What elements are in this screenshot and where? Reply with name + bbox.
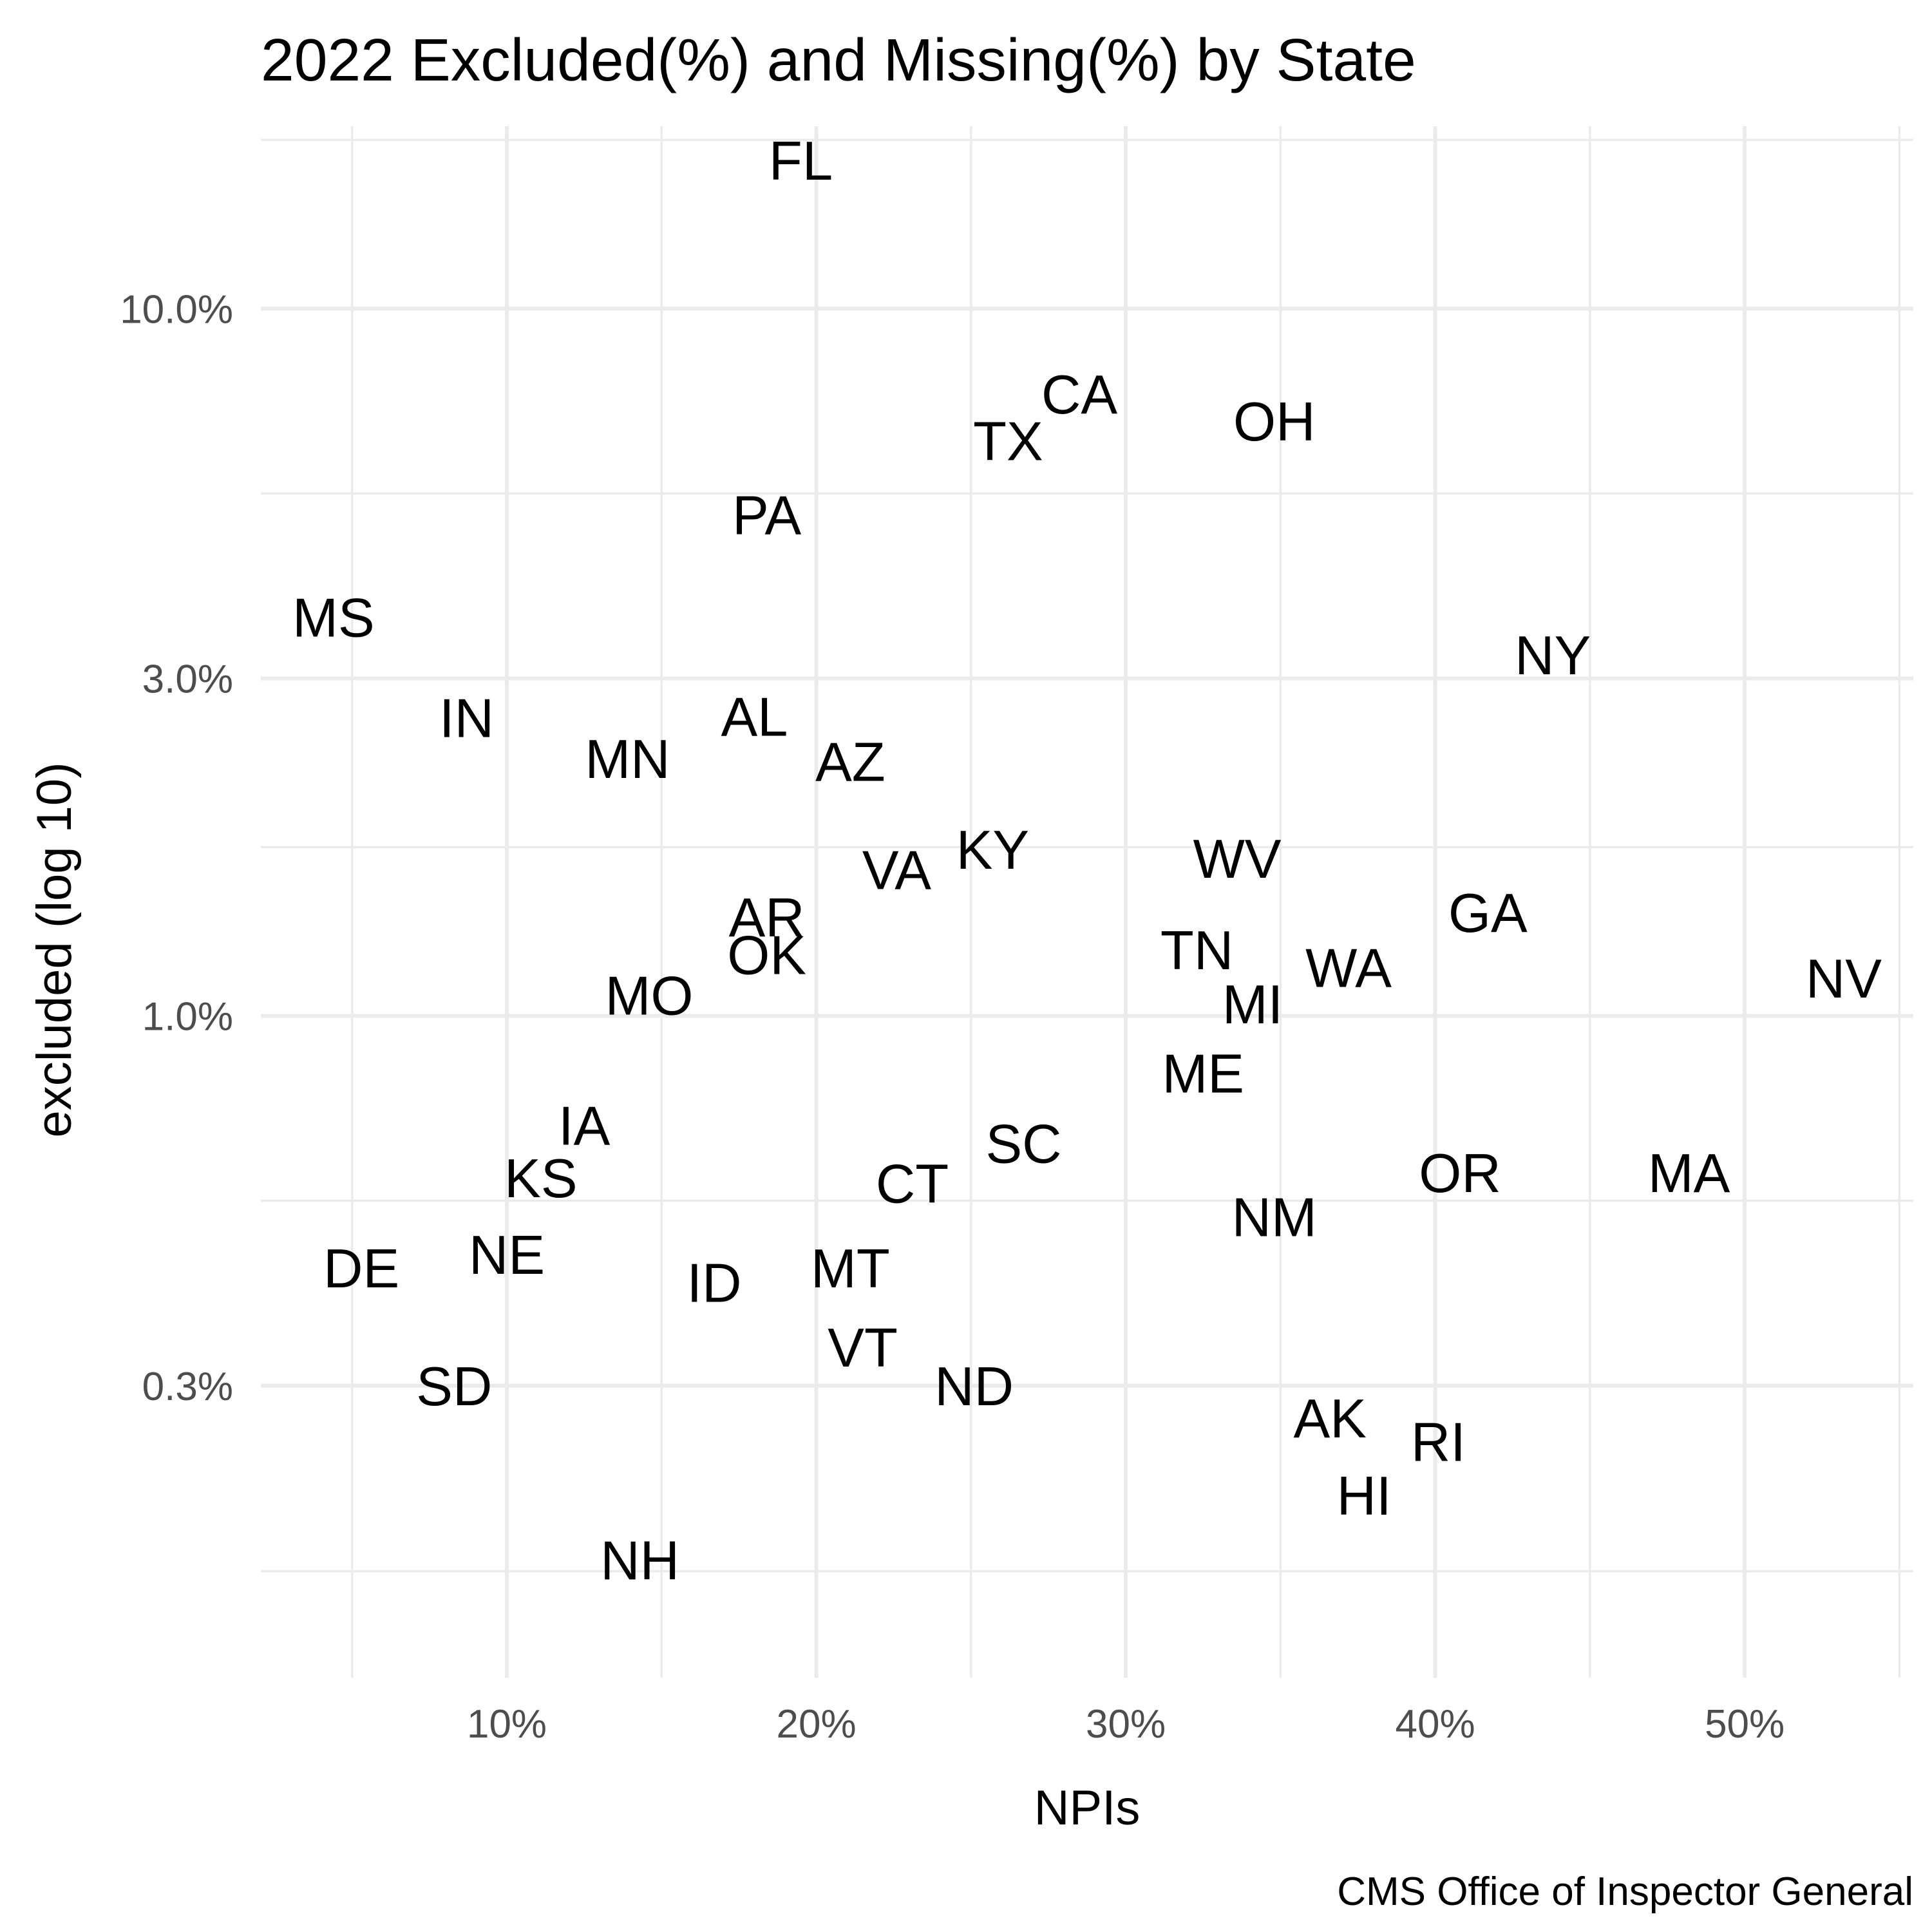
x-tick-label: 10% (467, 1702, 547, 1747)
point-label-ct: CT (876, 1153, 949, 1215)
point-label-id: ID (687, 1253, 741, 1314)
point-label-tn: TN (1160, 920, 1233, 981)
x-tick-label: 50% (1705, 1702, 1785, 1747)
point-label-ak: AK (1294, 1388, 1367, 1450)
point-label-fl: FL (769, 131, 833, 192)
point-label-tx: TX (973, 412, 1043, 473)
point-label-or: OR (1419, 1143, 1501, 1204)
point-label-ma: MA (1648, 1143, 1730, 1204)
point-label-ca: CA (1041, 365, 1117, 426)
y-tick-label: 1.0% (142, 995, 233, 1039)
point-label-pa: PA (732, 485, 801, 546)
y-tick-label: 10.0% (120, 287, 233, 332)
point-label-ks: KS (504, 1148, 577, 1209)
chart-title: 2022 Excluded(%) and Missing(%) by State (261, 26, 1416, 93)
point-label-ri: RI (1411, 1412, 1466, 1473)
point-label-ky: KY (956, 820, 1029, 881)
point-label-nv: NV (1806, 949, 1882, 1010)
point-label-ga: GA (1448, 883, 1528, 944)
data-points: FL CA OH TX PA MS NY IN AL MN AZ KY WV VA GA AR TN OK WA NV… (292, 131, 1882, 1592)
x-tick-label: 20% (776, 1702, 856, 1747)
x-tick-label: 30% (1086, 1702, 1166, 1747)
point-label-az: AZ (815, 732, 886, 793)
point-label-ms: MS (292, 588, 375, 649)
point-label-nm: NM (1232, 1187, 1317, 1248)
point-label-mo: MO (605, 965, 694, 1027)
chart-caption: CMS Office of Inspector General (1337, 1870, 1913, 1914)
point-label-in: IN (439, 688, 494, 749)
point-label-mt: MT (811, 1238, 890, 1300)
point-label-va: VA (862, 840, 931, 901)
y-tick-label: 0.3% (142, 1365, 233, 1409)
point-label-de: DE (323, 1238, 399, 1300)
major-gridlines (261, 126, 1913, 1678)
x-axis-title: NPIs (1034, 1781, 1141, 1835)
point-label-ok: OK (727, 925, 806, 987)
point-label-mn: MN (585, 729, 670, 790)
point-label-oh: OH (1233, 392, 1316, 453)
y-tick-label: 3.0% (142, 658, 233, 702)
point-label-ne: NE (469, 1225, 545, 1286)
point-label-mi: MI (1222, 974, 1283, 1036)
point-label-sd: SD (416, 1356, 492, 1417)
point-label-nd: ND (934, 1356, 1014, 1417)
tick-labels: 10% 20% 30% 40% 50% 0.3% 1.0% 3.0% 10.0% (120, 287, 1785, 1747)
point-label-ny: NY (1515, 625, 1591, 687)
point-label-sc: SC (985, 1114, 1061, 1175)
point-label-me: ME (1162, 1043, 1244, 1104)
point-label-wv: WV (1193, 829, 1282, 890)
point-label-vt: VT (828, 1318, 898, 1379)
minor-gridlines (261, 126, 1913, 1678)
point-label-al: AL (721, 687, 788, 748)
point-label-ia: IA (558, 1096, 611, 1157)
point-label-hi: HI (1337, 1466, 1392, 1527)
point-label-ar: AR (729, 887, 805, 949)
point-label-nh: NH (600, 1531, 679, 1592)
y-axis-title: excluded (log 10) (27, 762, 82, 1137)
point-label-wa: WA (1305, 938, 1392, 999)
x-tick-label: 40% (1396, 1702, 1475, 1747)
